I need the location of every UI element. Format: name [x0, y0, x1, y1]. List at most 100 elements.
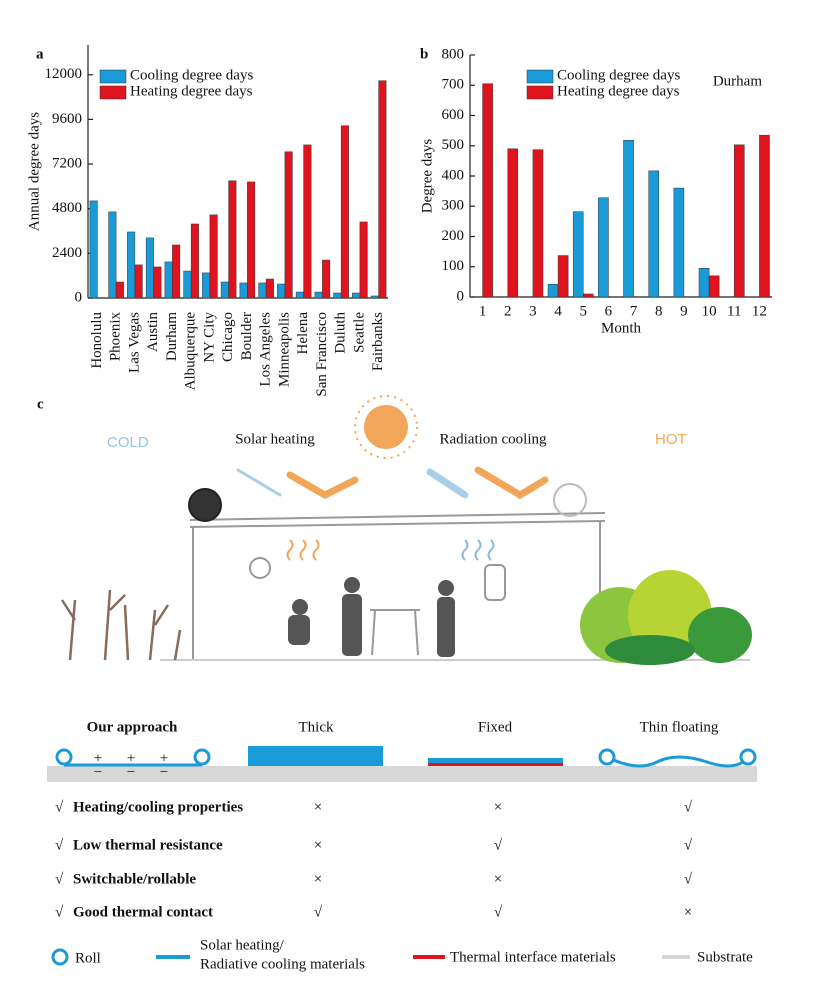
- y-tick-label: 0: [75, 289, 83, 305]
- legend-roll: Roll: [75, 950, 101, 966]
- bar: [295, 291, 304, 299]
- x-tick-label: Seattle: [351, 312, 367, 353]
- bar: [378, 80, 387, 299]
- y-tick-label: 200: [442, 228, 465, 244]
- bar: [648, 170, 660, 298]
- bar: [239, 282, 248, 299]
- row-label: Low thermal resistance: [73, 837, 223, 853]
- x-tick-label: Honolulu: [89, 312, 105, 369]
- y-tick-label: 600: [442, 107, 465, 123]
- y-tick-label: 800: [442, 46, 465, 62]
- fixed-film: [428, 758, 563, 763]
- column-header: Thin floating: [640, 719, 719, 735]
- x-tick-label: 2: [504, 303, 512, 319]
- bar: [172, 244, 181, 299]
- row-label: Switchable/rollable: [73, 871, 196, 887]
- roll: [193, 748, 211, 766]
- table-cell: √: [684, 799, 693, 815]
- bar: [108, 211, 117, 299]
- table-cell: ×: [314, 837, 322, 853]
- bar: [482, 83, 493, 298]
- bar: [284, 151, 293, 299]
- floating-film: [606, 755, 750, 768]
- bar: [247, 181, 256, 299]
- bar: [708, 275, 720, 298]
- heat-waves: [286, 539, 320, 561]
- legend-label: Heating degree days: [130, 83, 253, 99]
- x-tick-label: Phoenix: [108, 312, 124, 362]
- table-cell: ×: [494, 799, 502, 815]
- bar: [623, 140, 634, 298]
- table-cell: ×: [314, 799, 322, 815]
- legend-material: Solar heating/: [200, 937, 285, 953]
- charge-sign: +: [160, 750, 168, 766]
- y-tick-label: 0: [457, 288, 465, 304]
- bar: [370, 295, 379, 299]
- bar: [209, 214, 218, 299]
- legend-swatch: [526, 85, 554, 100]
- cool-waves: [461, 539, 495, 561]
- bar: [352, 292, 361, 299]
- x-tick-label: Minneapolis: [276, 312, 292, 387]
- legend-substrate: Substrate: [697, 949, 753, 965]
- y-tick-label: 700: [442, 77, 465, 93]
- roll: [55, 748, 73, 766]
- bar: [303, 144, 312, 299]
- y-tick-label: 9600: [52, 111, 82, 127]
- x-tick-label: 7: [630, 303, 638, 319]
- legend-roll-icon: [51, 948, 69, 966]
- bar: [583, 293, 594, 298]
- charge-sign: −: [127, 764, 135, 780]
- bar: [673, 187, 685, 298]
- x-tick-label: Austin: [145, 312, 161, 353]
- roll: [598, 748, 616, 766]
- x-tick-label: Boulder: [239, 312, 255, 360]
- x-tick-label: 12: [752, 303, 767, 319]
- y-tick-label: 12000: [45, 66, 83, 82]
- bar: [359, 221, 368, 299]
- legend-swatch: [526, 69, 554, 84]
- table-cell: √: [314, 904, 323, 920]
- bar: [734, 144, 745, 298]
- legend-material: Radiative cooling materials: [200, 956, 365, 972]
- charge-sign: +: [127, 750, 135, 766]
- charge-sign: +: [94, 750, 102, 766]
- table-cell: √: [494, 904, 503, 920]
- row-check: √: [55, 904, 64, 920]
- x-tick-label: Durham: [164, 312, 180, 361]
- bar: [89, 200, 98, 299]
- arrows: [236, 466, 549, 500]
- y-tick-label: 100: [442, 258, 465, 274]
- sun-rays: [354, 395, 418, 459]
- bar: [557, 255, 569, 298]
- building: [160, 483, 750, 661]
- bar: [258, 282, 267, 299]
- x-tick-label: 10: [702, 303, 717, 319]
- x-tick-label: 3: [529, 303, 537, 319]
- panel-label: b: [420, 46, 428, 62]
- table-cell: √: [684, 871, 693, 887]
- x-tick-label: San Francisco: [314, 312, 330, 397]
- x-tick-label: Las Vegas: [126, 312, 142, 373]
- people: [288, 577, 455, 657]
- row-check: √: [55, 837, 64, 853]
- legend-swatch: [99, 69, 127, 84]
- table-cell: √: [684, 837, 693, 853]
- bar: [228, 180, 237, 299]
- table-cell: ×: [494, 871, 502, 887]
- x-tick-label: Chicago: [220, 312, 236, 362]
- solar-heating-label: Solar heating: [235, 431, 315, 447]
- panel-label: c: [37, 396, 44, 412]
- table-cell: ×: [684, 904, 692, 920]
- row-check: √: [55, 799, 64, 815]
- x-tick-label: 4: [554, 303, 562, 319]
- bar: [127, 231, 136, 299]
- bar: [598, 197, 609, 298]
- legend-label: Cooling degree days: [557, 67, 680, 83]
- bar: [572, 211, 584, 298]
- y-tick-label: 500: [442, 137, 465, 153]
- bar: [698, 268, 710, 298]
- hot-label: HOT: [655, 431, 687, 448]
- bar: [265, 278, 274, 299]
